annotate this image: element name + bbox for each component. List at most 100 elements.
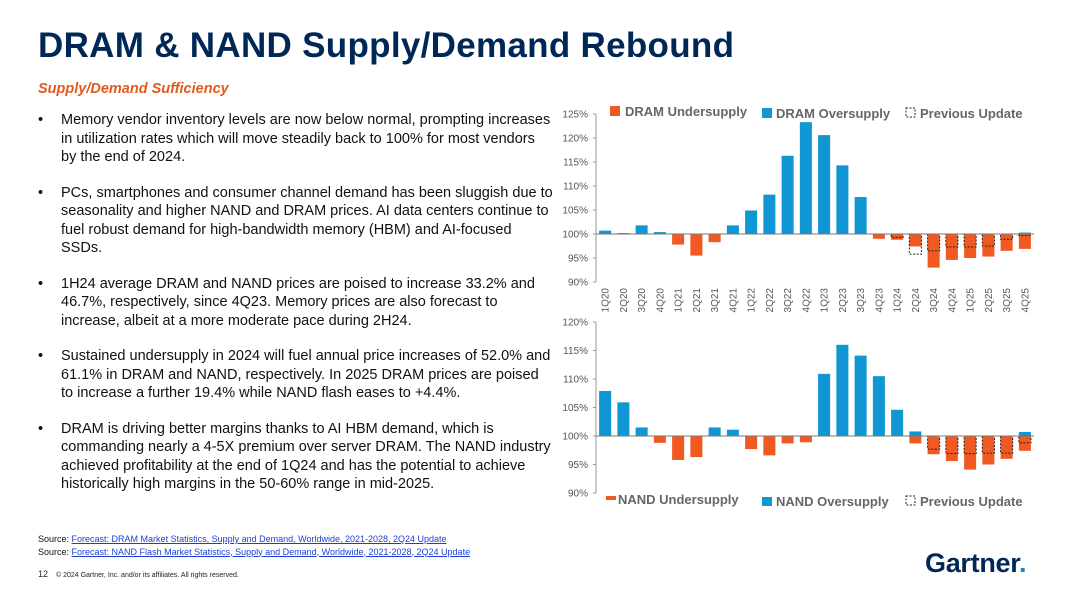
x-tick-label: 4Q21 xyxy=(728,288,739,313)
bar-oversupply xyxy=(818,373,831,436)
bar-undersupply xyxy=(1018,436,1031,451)
y-tick-label: 115% xyxy=(563,346,588,357)
dram-chart: 90% 95% 100% 105% 110% 115% 120% 125% 1Q20 2Q20 3Q… xyxy=(562,110,1034,313)
legend-label-previous-update: Previous Update xyxy=(920,494,1023,509)
bullet-item: Memory vendor inventory levels are now b… xyxy=(38,111,553,167)
x-tick-label: 2Q21 xyxy=(692,288,703,313)
bar-undersupply xyxy=(927,436,940,455)
source-link-dram[interactable]: Forecast: DRAM Market Statistics, Supply… xyxy=(71,534,447,544)
bar-oversupply xyxy=(909,431,922,436)
legend-swatch-nand-oversupply xyxy=(762,497,772,506)
x-tick-label: 2Q24 xyxy=(911,288,922,313)
page-number: 12 xyxy=(38,569,49,579)
y-tick-label: 95% xyxy=(568,460,588,471)
legend-label-dram-undersupply: DRAM Undersupply xyxy=(625,104,748,119)
x-tick-label: 3Q20 xyxy=(637,288,648,313)
bar-oversupply xyxy=(635,427,648,436)
x-tick-label: 1Q21 xyxy=(674,288,685,313)
x-tick-label: 3Q24 xyxy=(929,288,940,313)
bar-oversupply xyxy=(891,409,904,436)
bar-oversupply xyxy=(872,376,885,436)
y-tick-label: 120% xyxy=(562,318,588,329)
nand-chart: 90% 95% 100% 105% 110% 115% 120% xyxy=(562,318,1034,500)
bar-oversupply xyxy=(708,427,721,436)
bar-previous-update xyxy=(945,435,959,455)
bar-undersupply xyxy=(763,436,776,456)
x-tick-label: 1Q20 xyxy=(601,288,612,313)
legend-label-nand-oversupply: NAND Oversupply xyxy=(776,494,889,509)
y-tick-label: 125% xyxy=(562,110,588,121)
sources: Source: Forecast: DRAM Market Statistics… xyxy=(38,533,470,558)
bar-previous-update xyxy=(981,435,995,454)
x-tick-label: 4Q20 xyxy=(655,288,666,313)
y-tick-label: 120% xyxy=(562,134,588,145)
bar-oversupply xyxy=(836,165,849,234)
source-link-nand[interactable]: Forecast: NAND Flash Market Statistics, … xyxy=(71,546,471,557)
x-tick-label: 3Q23 xyxy=(856,288,867,313)
bar-oversupply xyxy=(726,225,739,234)
y-tick-label: 90% xyxy=(568,489,588,500)
bar-previous-update xyxy=(927,435,941,450)
logo-dot: . xyxy=(1018,548,1027,578)
x-tick-label: 1Q25 xyxy=(966,288,977,313)
dram-legend: DRAM Undersupply DRAM Oversupply Previou… xyxy=(610,104,1023,121)
bullet-item: DRAM is driving better margins thanks to… xyxy=(38,420,553,494)
bar-undersupply xyxy=(945,436,958,462)
bar-oversupply xyxy=(599,390,612,436)
x-tick-label: 3Q22 xyxy=(783,288,794,313)
page-subtitle: Supply/Demand Sufficiency xyxy=(38,81,229,97)
logo-text: Gartner xyxy=(925,548,1019,578)
y-tick-label: 105% xyxy=(562,403,588,414)
bullet-item: 1H24 average DRAM and NAND prices are po… xyxy=(38,275,553,331)
bar-undersupply xyxy=(945,234,958,260)
bar-previous-update xyxy=(927,233,941,252)
bar-undersupply xyxy=(982,436,995,465)
legend-label-previous-update: Previous Update xyxy=(920,106,1023,121)
bar-oversupply xyxy=(635,225,648,234)
x-tick-label: 1Q23 xyxy=(820,288,831,313)
y-tick-label: 100% xyxy=(562,432,588,443)
legend-swatch-previous-update xyxy=(905,107,916,118)
footer: 12 © 2024 Gartner, Inc. and/or its affil… xyxy=(38,569,239,579)
bar-undersupply xyxy=(872,234,885,239)
bar-undersupply xyxy=(781,436,794,444)
bar-previous-update xyxy=(890,233,904,238)
x-tick-label: 1Q24 xyxy=(893,288,904,313)
bar-previous-update xyxy=(1000,435,1014,454)
bar-undersupply xyxy=(708,234,721,243)
bar-oversupply xyxy=(653,232,666,234)
x-tick-label: 4Q23 xyxy=(874,288,885,313)
bar-undersupply xyxy=(964,234,977,258)
bar-undersupply xyxy=(799,436,812,443)
bar-undersupply xyxy=(909,436,922,444)
bar-undersupply xyxy=(672,436,685,460)
bar-oversupply xyxy=(799,122,812,234)
x-tick-label: 4Q22 xyxy=(801,288,812,313)
supply-demand-charts: 90% 95% 100% 105% 110% 115% 120% 125% 1Q20 2Q20 3Q… xyxy=(562,104,1034,509)
page-title: DRAM & NAND Supply/Demand Rebound xyxy=(38,26,735,65)
bar-oversupply xyxy=(836,344,849,436)
source-label: Source: xyxy=(38,534,70,544)
y-tick-label: 90% xyxy=(568,278,588,289)
bar-previous-update xyxy=(945,233,959,248)
x-tick-label: 3Q25 xyxy=(1002,288,1013,313)
bar-previous-update xyxy=(1018,435,1032,444)
bar-undersupply xyxy=(690,234,703,256)
bar-undersupply xyxy=(672,234,685,245)
bar-previous-update xyxy=(908,233,922,255)
bar-undersupply xyxy=(653,436,666,443)
y-tick-label: 110% xyxy=(563,375,588,386)
x-tick-label: 3Q21 xyxy=(710,288,721,313)
bar-undersupply xyxy=(982,234,995,257)
bar-previous-update xyxy=(963,435,977,455)
legend-swatch-dram-undersupply xyxy=(610,106,620,116)
bar-oversupply xyxy=(818,135,831,234)
x-tick-label: 4Q25 xyxy=(1020,288,1031,313)
y-tick-label: 110% xyxy=(563,182,588,193)
bar-oversupply xyxy=(1018,232,1031,234)
bar-oversupply xyxy=(763,194,776,234)
legend-swatch-dram-oversupply xyxy=(762,108,772,118)
bar-undersupply xyxy=(1000,436,1013,459)
x-tick-label: 2Q23 xyxy=(838,288,849,313)
bar-oversupply xyxy=(599,230,612,234)
